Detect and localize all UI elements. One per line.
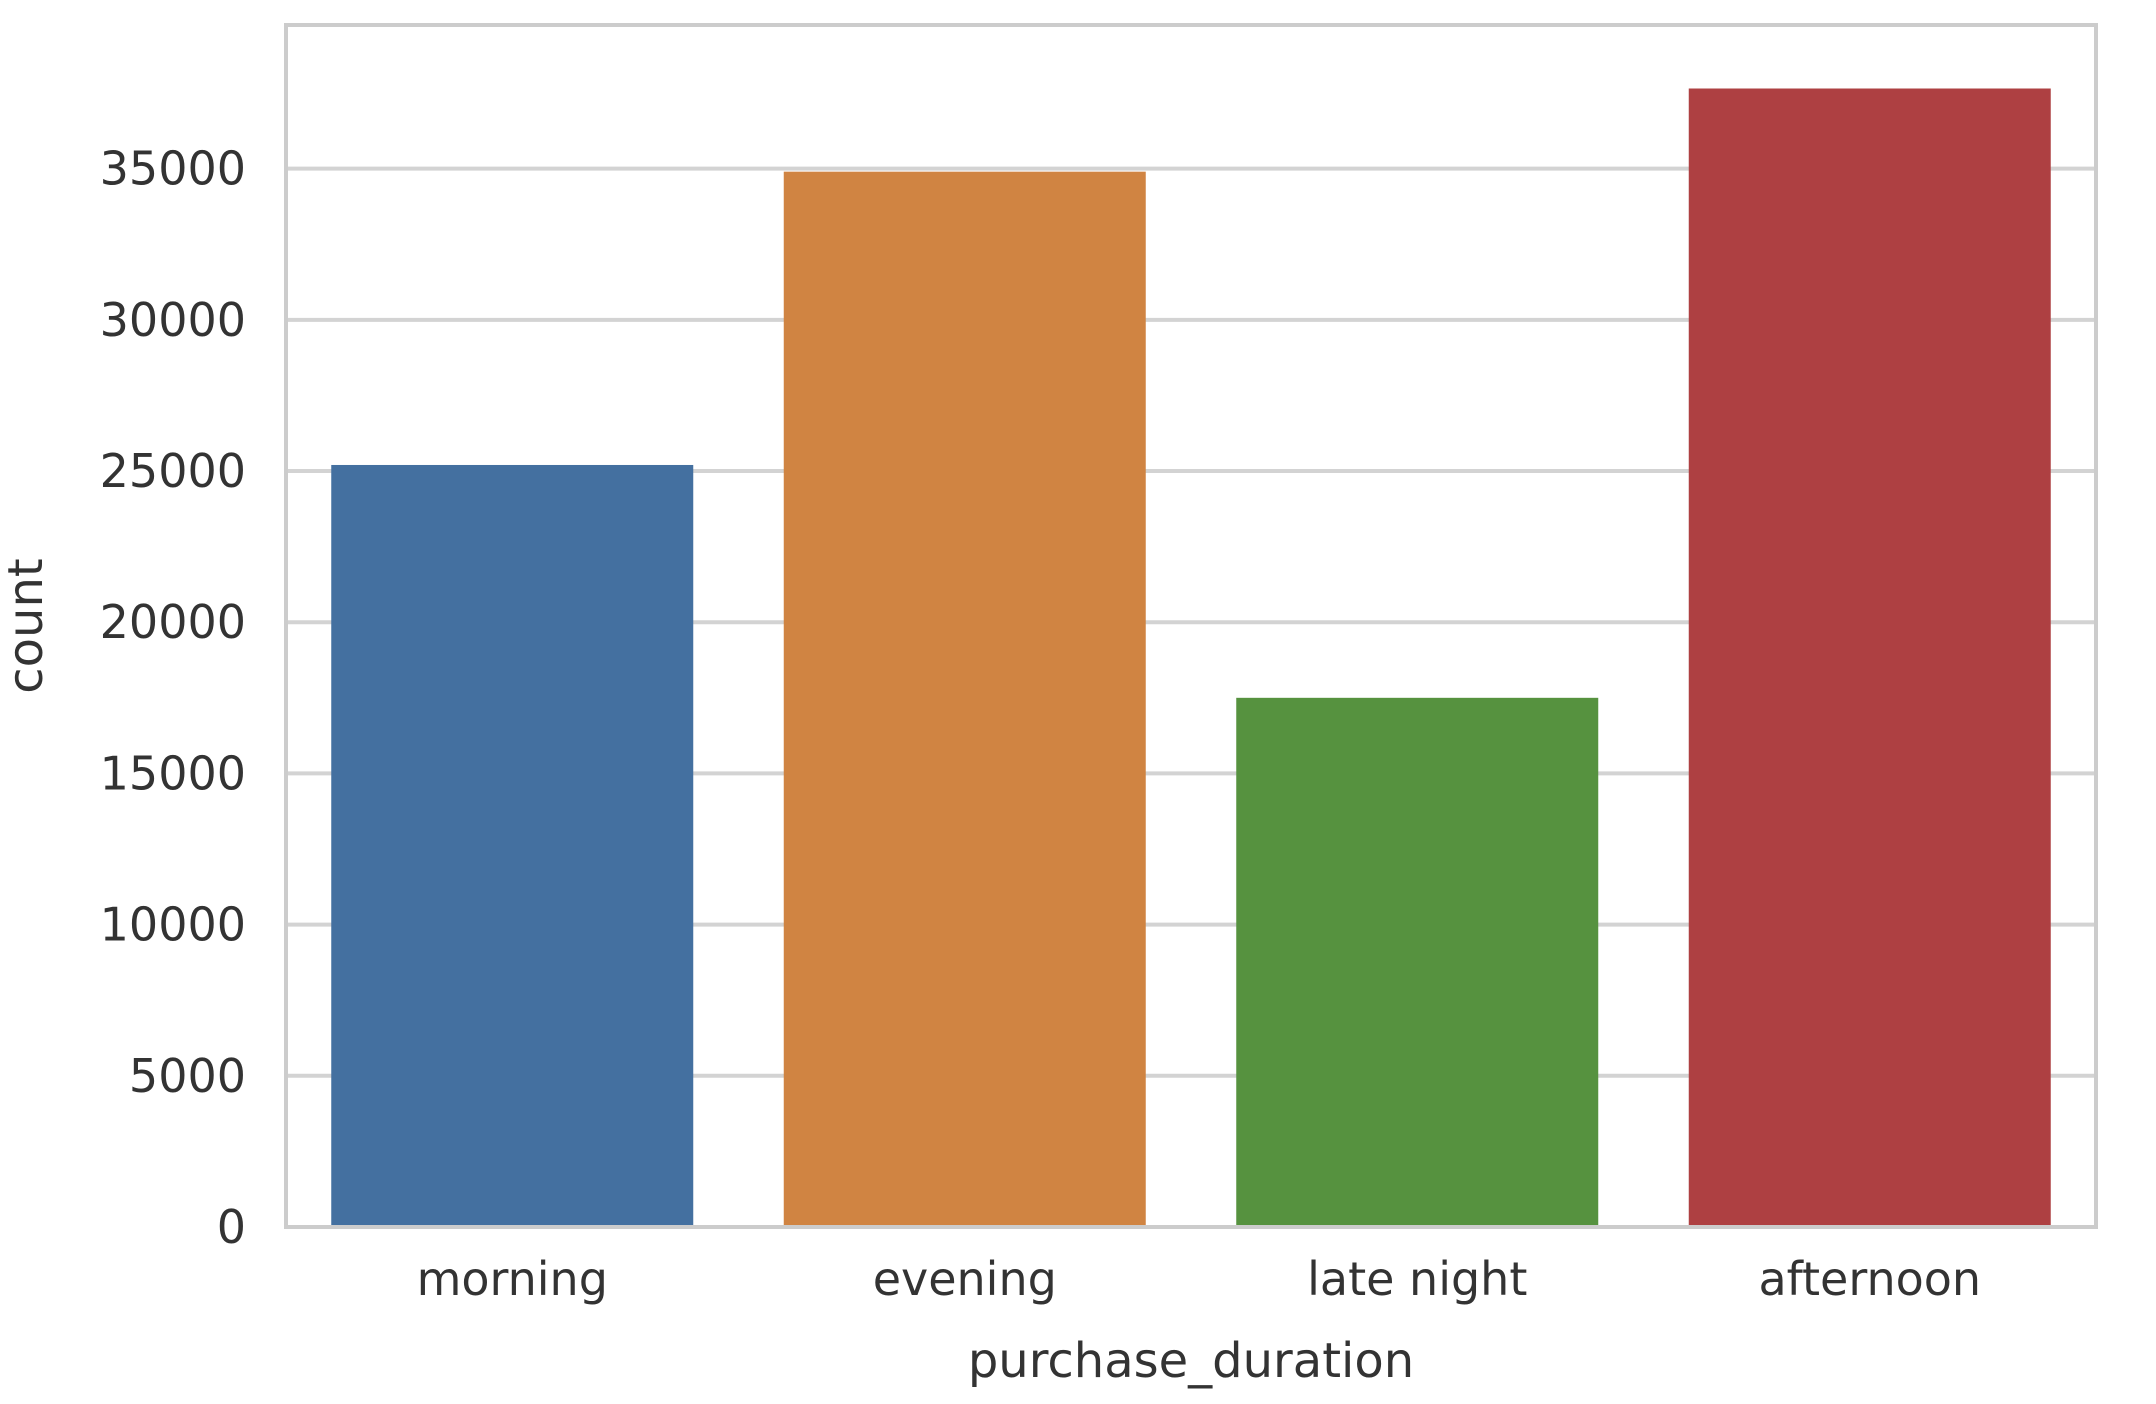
x-tick-label: afternoon bbox=[1758, 1252, 1981, 1306]
plot-frame bbox=[284, 23, 2098, 1229]
bar-late-night bbox=[1236, 697, 1599, 1227]
bar-evening bbox=[783, 171, 1146, 1227]
y-tick-labels: 0 5000 10000 15000 20000 25000 30000 35000 bbox=[100, 142, 246, 1254]
y-tick-label: 15000 bbox=[100, 746, 246, 800]
bar-morning bbox=[331, 464, 694, 1227]
y-tick-label: 10000 bbox=[100, 898, 246, 952]
bar-afternoon bbox=[1688, 88, 2051, 1228]
y-tick-label: 20000 bbox=[100, 595, 246, 649]
y-axis-title: count bbox=[0, 558, 54, 693]
x-tick-labels: morning evening late night afternoon bbox=[417, 1252, 1981, 1306]
x-tick-label: late night bbox=[1307, 1252, 1527, 1306]
x-tick-label: evening bbox=[873, 1252, 1057, 1306]
x-tick-label: morning bbox=[417, 1252, 608, 1306]
y-tick-label: 35000 bbox=[100, 142, 246, 196]
y-tick-label: 5000 bbox=[129, 1049, 246, 1103]
bars bbox=[331, 88, 2051, 1228]
y-tick-label: 0 bbox=[217, 1200, 246, 1254]
y-tick-label: 25000 bbox=[100, 444, 246, 498]
x-axis-title: purchase_duration bbox=[968, 1333, 1414, 1389]
y-tick-label: 30000 bbox=[100, 293, 246, 347]
